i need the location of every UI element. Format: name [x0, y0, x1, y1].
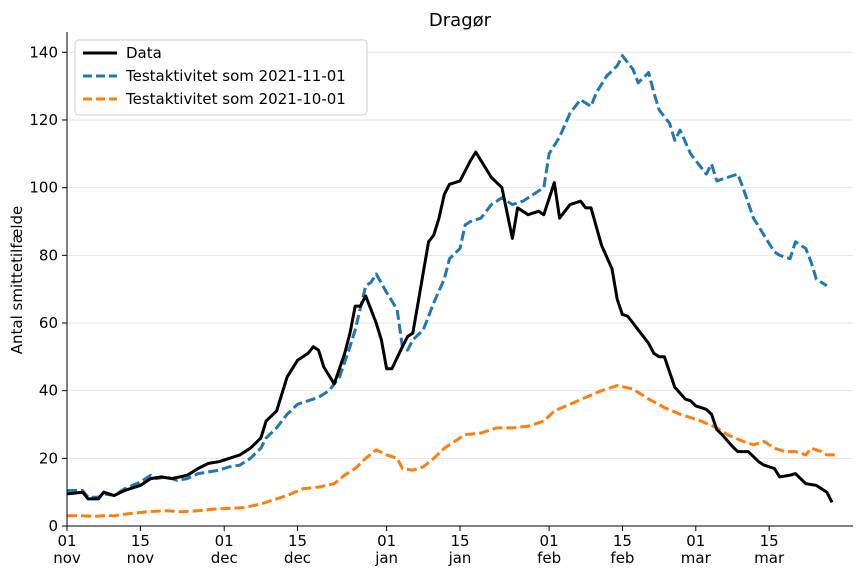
y-axis-label: Antal smittetilfælde	[8, 206, 26, 355]
x-tick-day-1: 15	[131, 532, 150, 550]
series-layer	[66, 54, 838, 518]
x-tick-month-0: nov	[53, 549, 81, 567]
x-ticks: 01nov15nov01dec15dec01jan15jan01feb15feb…	[53, 526, 785, 567]
series-line-1	[67, 54, 828, 499]
x-tick-day-0: 01	[57, 532, 76, 550]
x-tick-month-6: feb	[537, 549, 561, 567]
legend-box	[74, 39, 368, 116]
x-tick-month-3: dec	[284, 549, 311, 567]
series-line-0	[66, 150, 834, 503]
x-tick-day-4: 01	[377, 532, 396, 550]
x-tick-day-6: 01	[540, 532, 559, 550]
y-tick-label-7: 140	[29, 43, 58, 61]
x-tick-month-9: mar	[754, 549, 785, 567]
x-tick-day-3: 15	[288, 532, 307, 550]
y-tick-label-4: 80	[39, 246, 58, 264]
legend-label-1: Testaktivitet som 2021-11-01	[125, 67, 346, 85]
x-tick-month-4: jan	[374, 549, 398, 567]
x-tick-month-5: jan	[448, 549, 472, 567]
y-tick-label-5: 100	[29, 179, 58, 197]
series-line-2	[67, 384, 838, 518]
x-tick-day-9: 15	[760, 532, 779, 550]
x-tick-day-8: 01	[686, 532, 705, 550]
legend: Data Testaktivitet som 2021-11-01 Testakti…	[74, 39, 368, 116]
chart-title: Dragør	[429, 10, 492, 31]
x-tick-month-1: nov	[127, 549, 155, 567]
y-tick-label-6: 120	[29, 111, 58, 129]
x-tick-month-8: mar	[681, 549, 712, 567]
y-tick-label-3: 60	[39, 314, 58, 332]
y-ticks: 0 20 40 60 80 100 120 140	[29, 43, 67, 535]
x-tick-month-2: dec	[211, 549, 238, 567]
x-tick-month-7: feb	[610, 549, 634, 567]
y-tick-label-0: 0	[48, 517, 58, 535]
legend-label-0: Data	[126, 44, 162, 62]
x-tick-day-7: 15	[613, 532, 632, 550]
y-tick-label-2: 40	[39, 382, 58, 400]
x-tick-day-5: 15	[450, 532, 469, 550]
y-tick-label-1: 20	[39, 449, 58, 467]
legend-label-2: Testaktivitet som 2021-10-01	[125, 90, 346, 108]
x-tick-day-2: 01	[215, 532, 234, 550]
